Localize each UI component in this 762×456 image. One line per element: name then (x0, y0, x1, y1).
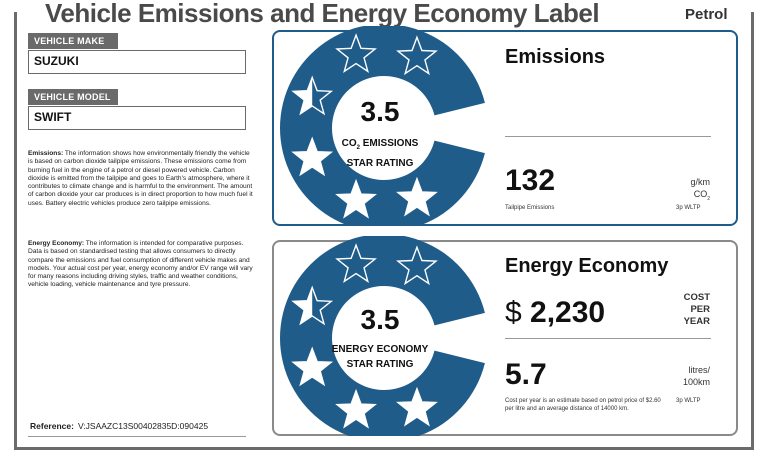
emissions-info-text: The information shows how environmentall… (28, 150, 253, 207)
cost-unit-line2: PER (690, 304, 710, 315)
emissions-rating-line2: STAR RATING (346, 158, 414, 169)
emissions-star-dial (280, 26, 485, 226)
emissions-star-3 (291, 136, 334, 177)
economy-rating-label: ENERGY ECONOMY STAR RATING (322, 342, 438, 372)
economy-dial-ring (280, 236, 485, 436)
cost-note: Cost per year is an estimate based on pe… (505, 398, 661, 412)
reference-value: V:JSAAZC13S00402835D:090425 (77, 421, 209, 431)
economy-star-6 (396, 245, 438, 286)
economy-rating-line1: ENERGY ECONOMY (331, 344, 429, 355)
economy-star-3 (291, 346, 334, 387)
emissions-rating-value: 3.5 (360, 96, 400, 127)
emissions-unit-line1: g/km (690, 177, 710, 187)
economy-stars (291, 243, 438, 429)
economy-rating-line2: STAR RATING (346, 359, 414, 370)
economy-star-5 (335, 243, 377, 283)
emissions-footer-right: 3p WLTP (676, 205, 701, 211)
economy-star-dial (280, 236, 485, 436)
reference-underline (28, 436, 246, 437)
co2-suffix: EMISSIONS (359, 138, 419, 149)
reference-label: Reference: (30, 421, 74, 431)
emissions-unit-co2: CO (693, 189, 708, 199)
economy-info-heading: Energy Economy: (28, 240, 85, 247)
label-title: Vehicle Emissions and Energy Economy Lab… (45, 0, 600, 28)
emissions-title: Emissions (505, 46, 606, 68)
economy-footer-right: 3p WLTP (676, 398, 701, 404)
cost-value: 2,230 (530, 296, 606, 329)
emissions-stars (291, 33, 438, 219)
co2-prefix: CO (341, 138, 357, 149)
consumption-unit: litres/ 100km (683, 364, 710, 388)
emissions-footer-left: Tailpipe Emissions (505, 205, 555, 211)
emissions-unit: g/km CO2 (690, 176, 710, 205)
consumption-unit-line2: 100km (682, 377, 710, 387)
economy-star-2 (335, 388, 377, 429)
emissions-value: 132 (505, 164, 556, 197)
fuel-type: Petrol (685, 6, 728, 23)
emissions-divider (505, 136, 711, 137)
emissions-star-2 (335, 178, 377, 219)
economy-title: Energy Economy (505, 255, 669, 277)
emissions-dial-ring (280, 26, 485, 226)
emissions-star-5 (335, 33, 377, 73)
emissions-info-heading: Emissions: (28, 150, 64, 157)
cost-unit-line1: COST (683, 292, 710, 303)
economy-star-4-partial-fill (293, 287, 313, 324)
cost-unit-line3: YEAR (683, 316, 710, 327)
vehicle-make-label: VEHICLE MAKE (28, 33, 118, 49)
emissions-unit-sub: 2 (707, 195, 710, 202)
emissions-star-1 (396, 176, 438, 217)
economy-divider (505, 338, 711, 339)
economy-info: Energy Economy: The information is inten… (28, 240, 254, 290)
cost-unit: COST PER YEAR (684, 292, 710, 328)
reference: Reference: V:JSAAZC13S00402835D:090425 (30, 421, 208, 431)
vehicle-make-field: SUZUKI (28, 50, 246, 74)
emissions-rating-label: CO2 EMISSIONS STAR RATING (332, 136, 428, 171)
emissions-star-4-partial-fill (293, 77, 313, 114)
vehicle-model-field: SWIFT (28, 106, 246, 130)
consumption-value: 5.7 (505, 358, 547, 391)
economy-rating-value: 3.5 (360, 304, 400, 335)
economy-info-text: The information is intended for comparat… (28, 240, 253, 289)
cost-symbol: $ (505, 296, 522, 329)
vehicle-model-label: VEHICLE MODEL (28, 89, 118, 105)
economy-star-4 (291, 285, 334, 326)
co2-subscript: 2 (356, 145, 360, 151)
emissions-info: Emissions: The information shows how env… (28, 150, 254, 208)
consumption-unit-line1: litres/ (688, 365, 710, 375)
economy-star-1 (396, 386, 438, 427)
emissions-star-6 (396, 35, 438, 76)
cost-per-year: $ 2,230 (505, 296, 605, 330)
